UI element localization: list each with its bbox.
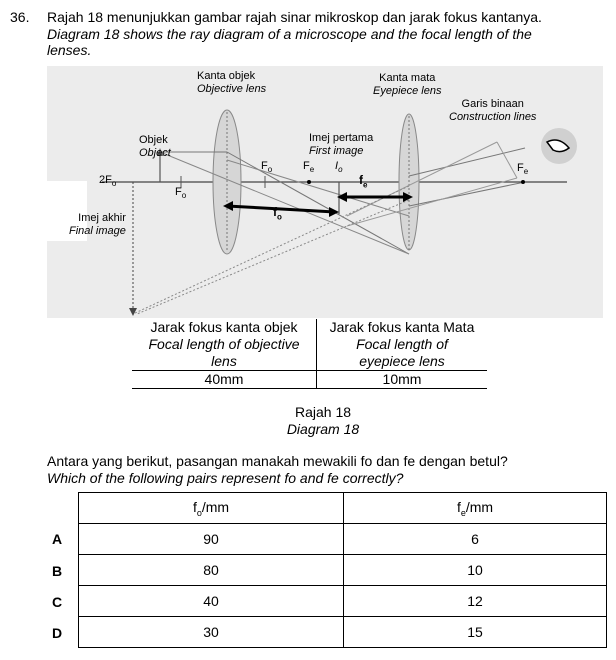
answer-b-fe: 10 — [343, 554, 607, 586]
fo-arrow-right — [329, 207, 339, 217]
option-letter-c[interactable]: C — [52, 594, 63, 610]
virtual-ray-2 — [136, 199, 410, 315]
ray-4 — [408, 147, 526, 177]
answer-row-d[interactable]: 30 15 — [78, 616, 607, 648]
focal-table-val2: 10mm — [316, 370, 487, 389]
io-label: Io — [335, 160, 343, 175]
focal-table-col2-header: Jarak fokus kanta Mata Focal length of e… — [329, 319, 475, 369]
construction-line-3 — [496, 141, 518, 179]
focal-length-table: Jarak fokus kanta objek Focal length of … — [132, 319, 487, 389]
option-letter-a[interactable]: A — [52, 531, 63, 547]
fe-arrow-right — [403, 192, 413, 202]
question-text-english-1: Diagram 18 shows the ray diagram of a mi… — [47, 25, 532, 42]
question-number: 36. — [10, 9, 30, 25]
sub-question: Antara yang berikut, pasangan manakah me… — [47, 453, 508, 486]
answer-c-fe: 12 — [343, 585, 607, 617]
microscope-ray-diagram: Kanta objek Objective lens Kanta mata Ey… — [47, 66, 603, 318]
answer-header-fo: fo/mm — [78, 492, 344, 524]
answer-b-fo: 80 — [78, 554, 344, 586]
fe-arrow-left — [337, 192, 347, 202]
construction-lines-label: Garis binaan Construction lines — [449, 98, 537, 123]
eyepiece-lens-label: Kanta mata Eyepiece lens — [373, 72, 442, 97]
option-letter-d[interactable]: D — [52, 625, 63, 641]
virtual-ray-1 — [132, 185, 410, 315]
answer-d-fe: 15 — [343, 616, 607, 648]
fe-left-label: Fe — [303, 160, 315, 175]
answer-a-fe: 6 — [343, 523, 607, 555]
question-text-malay: Rajah 18 menunjukkan gambar rajah sinar … — [47, 9, 542, 25]
fe-point-right — [521, 180, 525, 184]
ray-2 — [159, 151, 410, 255]
ray-5 — [408, 181, 526, 207]
answer-row-c[interactable]: 40 12 — [78, 585, 607, 617]
diagram-caption: Rajah 18 Diagram 18 — [286, 404, 360, 437]
answer-row-a[interactable]: 90 6 — [78, 523, 607, 555]
question-text: Rajah 18 menunjukkan gambar rajah sinar … — [47, 9, 542, 59]
answer-a-fo: 90 — [78, 523, 344, 555]
option-letter-b[interactable]: B — [52, 563, 63, 579]
fe-right-label: Fe — [517, 162, 529, 177]
answer-table: fo/mm fe/mm 90 6 80 10 40 12 30 15 — [78, 492, 607, 648]
fo-right-label: Fo — [261, 160, 273, 175]
answer-header-fe: fe/mm — [343, 492, 607, 524]
ray-diagram-svg — [47, 109, 577, 316]
fo-left-label: Fo — [175, 186, 187, 201]
left-white-region — [47, 181, 87, 241]
construction-line-2 — [346, 177, 518, 227]
object-label: Objek Object — [139, 134, 171, 159]
fo-arrow-line — [226, 204, 336, 214]
fe-distance-label: fe — [359, 173, 368, 190]
first-image-label: Imej pertama First image — [309, 132, 374, 157]
final-image-label: Imej akhir Final image — [69, 212, 126, 237]
final-image-arrow-head — [129, 308, 137, 316]
ray-3 — [226, 159, 410, 217]
fo-distance-label: fo — [273, 205, 282, 222]
eye-icon — [545, 139, 571, 153]
two-fo-label: 2Fo — [99, 174, 117, 189]
objective-lens-label: Kanta objek Objective lens — [197, 70, 267, 95]
question-text-english-2: lenses. — [47, 42, 92, 58]
answer-c-fo: 40 — [78, 585, 344, 617]
focal-table-col1-header: Jarak fokus kanta objek Focal length of … — [132, 319, 317, 371]
fe-point-left — [307, 180, 311, 184]
fo-arrow-left — [223, 201, 233, 211]
focal-table-val1: 40mm — [132, 370, 317, 389]
answer-row-b[interactable]: 80 10 — [78, 554, 607, 586]
ray-1b — [226, 151, 410, 255]
answer-d-fo: 30 — [78, 616, 344, 648]
